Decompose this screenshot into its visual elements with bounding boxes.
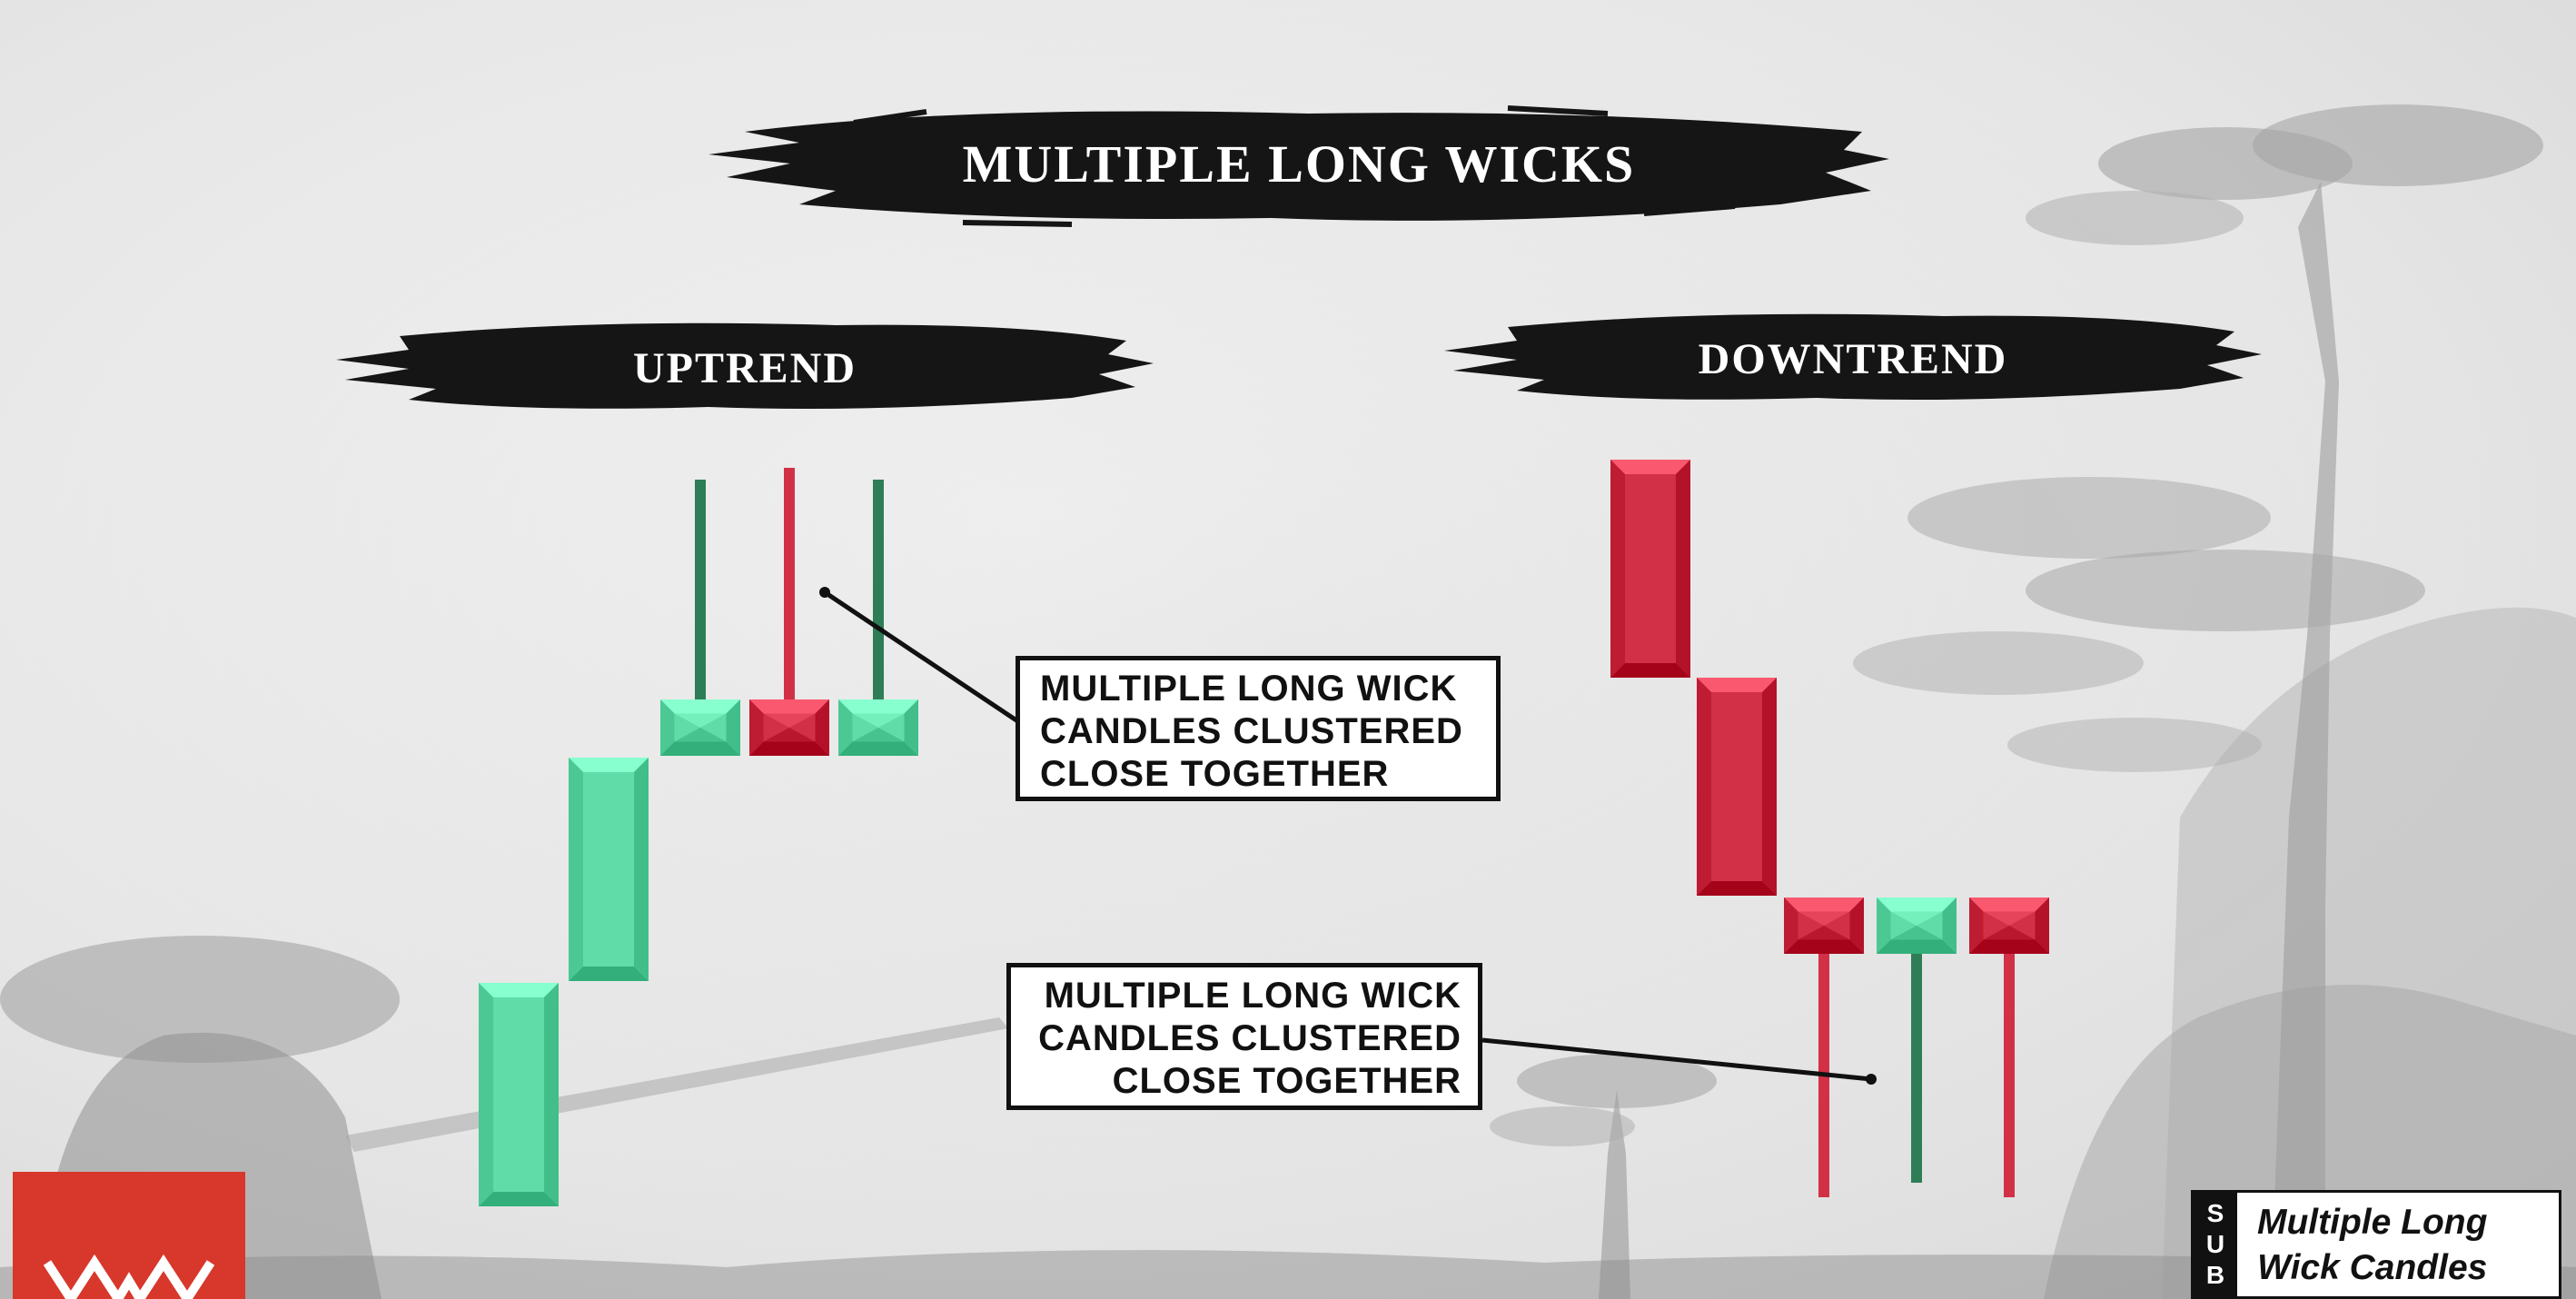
downtrend-pointer-dot [1866, 1074, 1877, 1085]
uptrend-wick-candle-2 [749, 699, 829, 756]
downtrend-pointer-line [1481, 1037, 1872, 1082]
downtrend-wick-candle-2 [1877, 897, 1957, 954]
uptrend-candle-1 [479, 983, 559, 1206]
brush-stroke-decoration [1444, 313, 2262, 401]
uptrend-label: UPTREND [632, 343, 857, 392]
sub-caption: Multiple Long Wick Candles [2257, 1200, 2487, 1291]
downtrend-wick-candle-3-wick [2004, 948, 2015, 1197]
downtrend-callout: MULTIPLE LONG WICK CANDLES CLUSTERED CLO… [1006, 963, 1482, 1110]
downtrend-wick-candle-1 [1784, 897, 1864, 954]
title-banner: MULTIPLE LONG WICKS [690, 68, 1907, 259]
uptrend-wick-candle-1-wick [695, 480, 706, 705]
uptrend-wick-candle-3 [838, 699, 918, 756]
sub-letter: B [2205, 1261, 2225, 1289]
sub-strip: S U B [2194, 1193, 2237, 1296]
brand-logo [13, 1172, 245, 1299]
sub-letter: U [2205, 1230, 2225, 1258]
sub-letter: S [2206, 1199, 2224, 1227]
uptrend-wick-candle-1 [660, 699, 740, 756]
uptrend-candle-2 [569, 758, 649, 981]
brand-logo-icon [43, 1254, 215, 1299]
uptrend-callout: MULTIPLE LONG WICK CANDLES CLUSTERED CLO… [1016, 656, 1501, 801]
downtrend-label: DOWNTREND [1698, 334, 2008, 383]
uptrend-banner: UPTREND [327, 300, 1163, 436]
callout-line: MULTIPLE LONG WICK [1044, 976, 1461, 1016]
callout-line: CANDLES CLUSTERED [1038, 1018, 1461, 1058]
downtrend-candle-2 [1697, 678, 1777, 896]
uptrend-wick-candle-2-wick [784, 468, 795, 705]
uptrend-wick-candle-3-wick [873, 480, 884, 705]
uptrend-pointer-dot [819, 587, 830, 598]
downtrend-candle-1 [1610, 460, 1690, 678]
uptrend-pointer-line [823, 590, 1021, 725]
sub-caption-line: Wick Candles [2257, 1248, 2488, 1287]
sub-caption-line: Multiple Long [2257, 1203, 2488, 1242]
downtrend-wick-candle-2-wick [1911, 948, 1922, 1183]
callout-line: CLOSE TOGETHER [1040, 754, 1390, 794]
downtrend-banner: DOWNTREND [1435, 291, 2271, 427]
callout-line: CANDLES CLUSTERED [1040, 711, 1463, 751]
subscribe-badge[interactable]: S U B Multiple Long Wick Candles [2191, 1190, 2561, 1299]
brush-stroke-decoration [336, 322, 1154, 410]
callout-line: MULTIPLE LONG WICK [1040, 669, 1458, 709]
callout-line: CLOSE TOGETHER [1112, 1061, 1461, 1101]
downtrend-wick-candle-3 [1969, 897, 2049, 954]
brush-stroke-decoration [708, 105, 1889, 227]
page-title: MULTIPLE LONG WICKS [962, 134, 1636, 193]
